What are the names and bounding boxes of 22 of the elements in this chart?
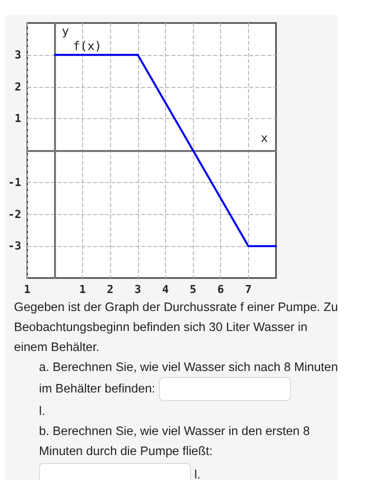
x-tick-label: 5 <box>190 283 196 296</box>
x-tick-label: 7 <box>245 283 252 296</box>
text: Gegeben ist der Graph der Durchussrate f einer Pumpe. Zu Beobachtungsbeginn befinden sich 30 Liter Wasser in einem Behälter. <box>14 299 339 356</box>
x-axis-title: x <box>260 131 268 146</box>
text: b. Berechnen Sie, wie viel Wasser in den ersten 8 Minuten durch die Pumpe fließt: <box>38 423 311 460</box>
x-tick-label: 1 <box>24 283 31 296</box>
y-axis-title: y <box>62 24 70 38</box>
text: l. <box>38 403 46 420</box>
y-tick-label: -3 <box>8 240 22 253</box>
text: a. Berechnen Sie, wie viel Wasser sich nach 8 Minuten im Behälter befinden: <box>38 359 339 398</box>
y-tick-label: 1 <box>14 112 22 126</box>
x-tick-label: 6 <box>217 283 224 296</box>
x-tick-label: 4 <box>162 283 170 296</box>
series-label: f(x) <box>72 38 102 53</box>
text: l. <box>193 466 202 480</box>
x-tick-label: 1 <box>79 283 86 296</box>
y-tick-label: -2 <box>8 208 22 221</box>
y-tick-label: 2 <box>14 80 22 94</box>
y-tick-label: 3 <box>14 48 22 62</box>
x-tick-label: 2 <box>106 283 114 296</box>
y-tick-label: -1 <box>8 176 22 189</box>
x-tick-label: 3 <box>134 283 142 296</box>
